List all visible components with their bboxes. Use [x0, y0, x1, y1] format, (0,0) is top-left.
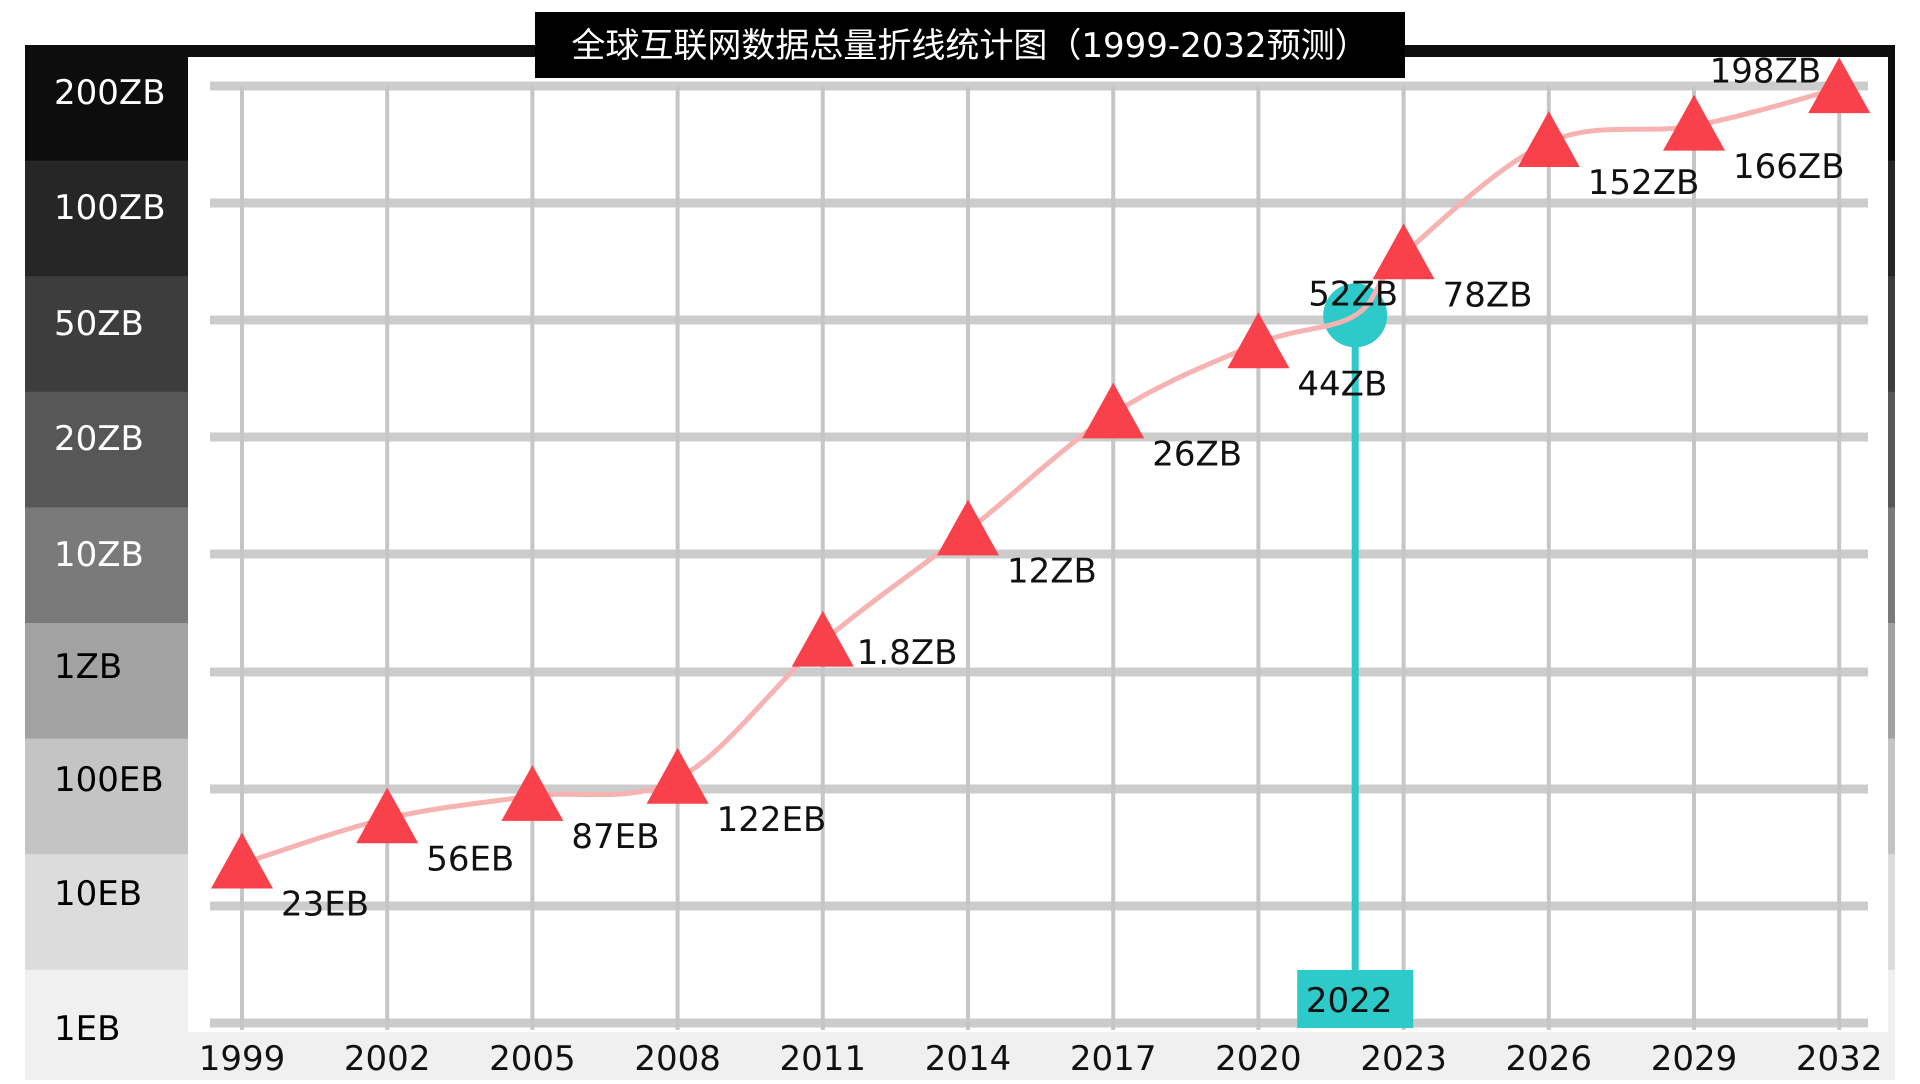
highlight-year-box [1297, 970, 1414, 1028]
y-tick-label: 100ZB [54, 188, 166, 228]
data-marker [1372, 223, 1435, 280]
y-tick-label: 1ZB [54, 647, 122, 687]
x-tick-label: 2014 [925, 1039, 1012, 1079]
data-label: 23EB [281, 885, 369, 925]
y-tick-label: 10ZB [54, 535, 144, 575]
data-marker [356, 787, 419, 844]
data-label: 56EB [426, 839, 514, 879]
data-label: 198ZB [1710, 51, 1822, 91]
x-tick-label: 2023 [1360, 1039, 1447, 1079]
y-tick-label: 1EB [54, 1009, 120, 1049]
data-marker [1227, 312, 1290, 369]
highlight-group: 2022 [1297, 283, 1414, 1028]
title-group: 全球互联网数据总量折线统计图（1999-2032预测） [535, 12, 1405, 78]
data-label: 44ZB [1297, 364, 1387, 404]
x-tick-label: 2005 [489, 1039, 576, 1079]
y-tick-label: 20ZB [54, 419, 144, 459]
data-label: 166ZB [1733, 147, 1845, 187]
data-marker [1082, 382, 1145, 439]
highlight-data-label: 52ZB [1308, 274, 1398, 314]
data-label: 78ZB [1443, 275, 1533, 315]
data-marker [646, 747, 709, 804]
data-labels: 23EB 56EB 87EB 122EB 1.8ZB 12ZB 26ZB 44ZB 78ZB 15… [281, 51, 1845, 924]
x-tick-label: 2017 [1070, 1039, 1157, 1079]
x-tick-label: 2011 [780, 1039, 867, 1079]
data-label: 12ZB [1007, 552, 1097, 592]
x-tick-label: 2032 [1796, 1039, 1883, 1079]
x-tick-label: 2002 [344, 1039, 431, 1079]
x-tick-label: 2008 [634, 1039, 721, 1079]
data-marker [791, 610, 854, 667]
title-background [535, 12, 1405, 78]
x-tick-label: 2026 [1506, 1039, 1593, 1079]
horizontal-gridlines [210, 81, 1868, 1028]
y-tick-label: 50ZB [54, 304, 144, 344]
x-axis-labels: 1999 2002 2005 2008 2011 2014 2017 2020 2023 2026… [199, 1039, 1883, 1079]
plot-background [188, 57, 1888, 1032]
series-markers [211, 57, 1871, 889]
chart-title: 全球互联网数据总量折线统计图（1999-2032预测） [571, 26, 1368, 66]
data-label: 152ZB [1588, 163, 1700, 203]
data-marker [1517, 111, 1580, 167]
data-marker [937, 499, 999, 556]
data-marker [211, 832, 273, 889]
data-label: 1.8ZB [857, 633, 958, 673]
y-tick-label: 200ZB [54, 73, 166, 113]
vertical-gridlines [240, 86, 1842, 1030]
highlight-year-label: 2022 [1306, 981, 1393, 1021]
data-marker [1663, 94, 1725, 151]
data-label: 122EB [717, 800, 827, 840]
data-marker [501, 765, 564, 821]
y-tick-label: 100EB [54, 760, 164, 800]
data-label: 87EB [571, 817, 659, 857]
y-tick-label: 10EB [54, 874, 142, 914]
x-tick-label: 1999 [199, 1039, 286, 1079]
x-tick-label: 2020 [1215, 1039, 1302, 1079]
data-marker [1808, 57, 1871, 114]
x-tick-label: 2029 [1651, 1039, 1738, 1079]
data-label: 26ZB [1152, 435, 1242, 475]
y-axis-labels: 200ZB 100ZB 50ZB 20ZB 10ZB 1ZB 100EB 10EB 1EB [54, 73, 166, 1049]
